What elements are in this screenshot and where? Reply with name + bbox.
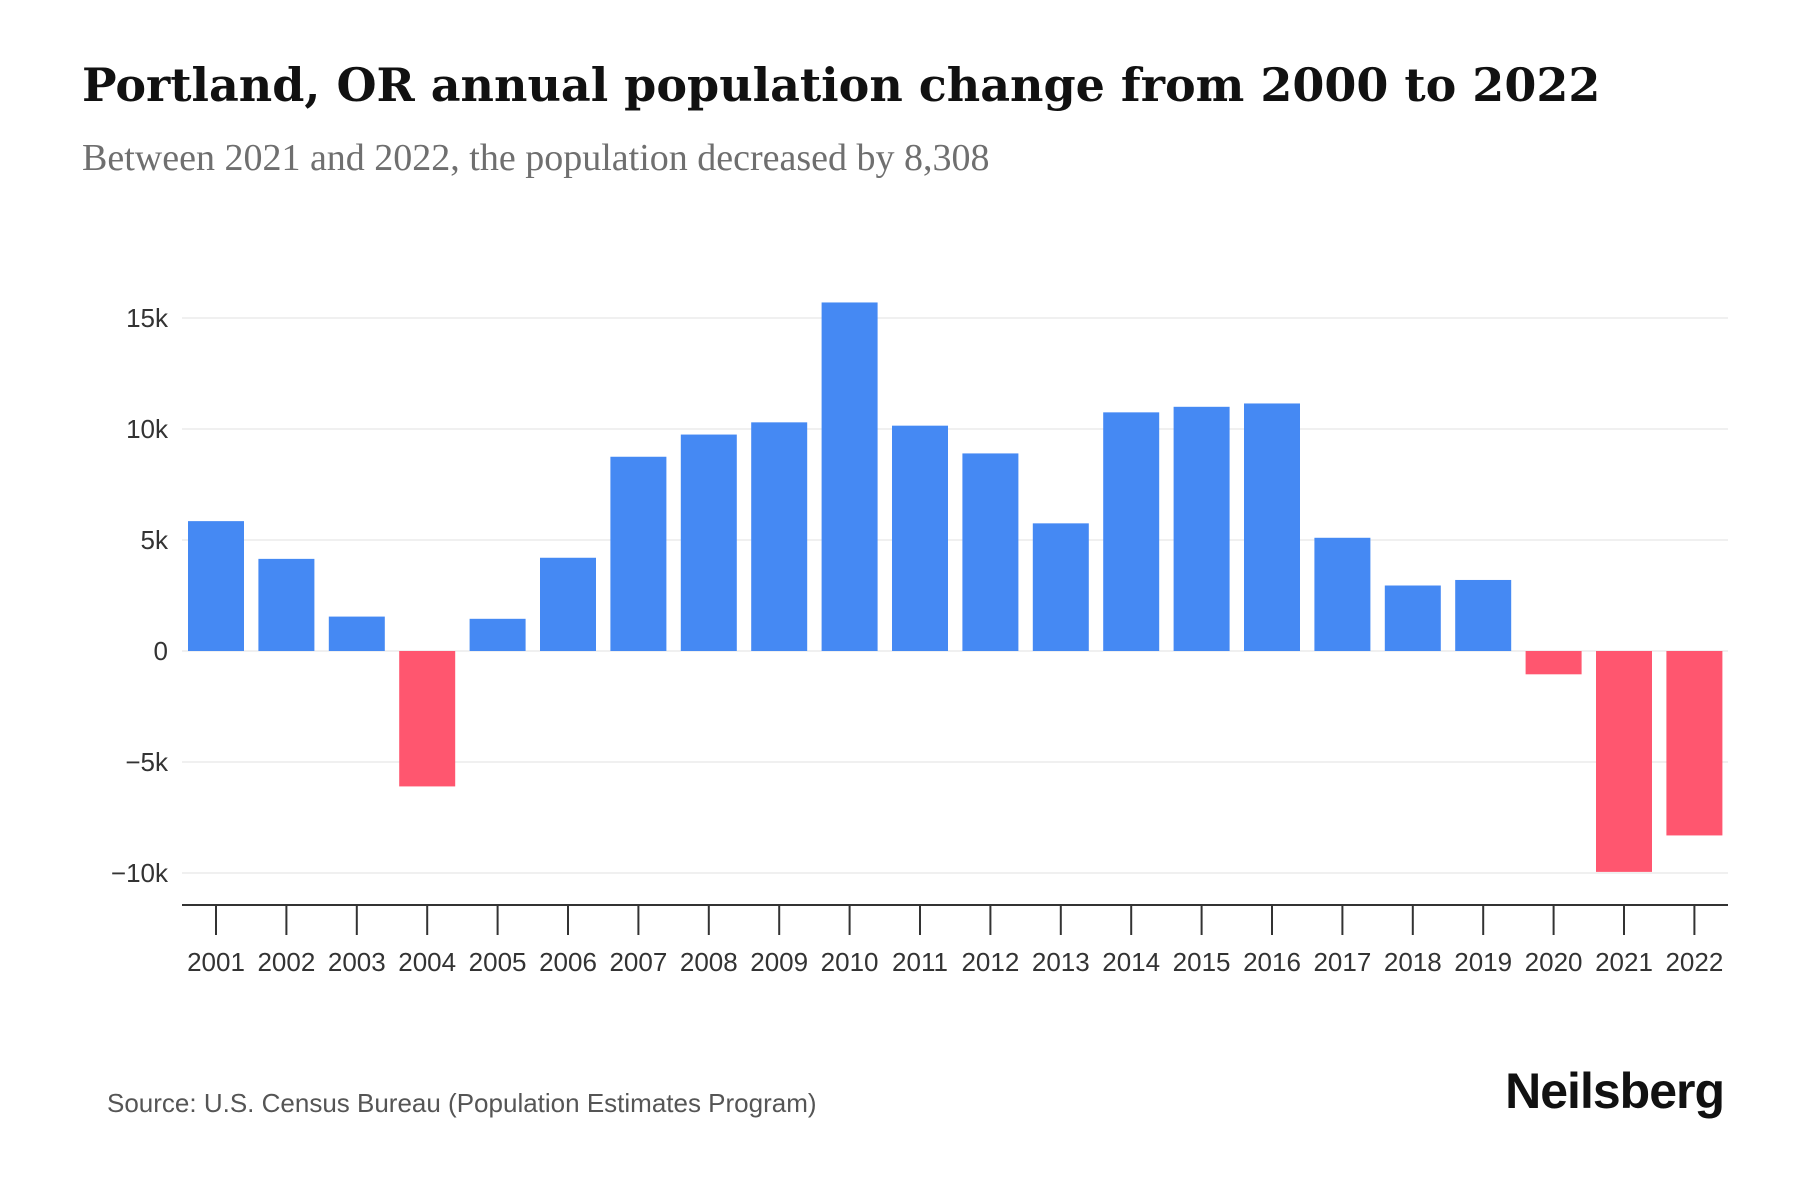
x-tick-label-2006: 2006 [539,947,597,977]
bar-2020[interactable] [1525,651,1582,675]
brand-logo[interactable]: Neilsberg [1505,1063,1725,1119]
y-tick-label: 15k [126,303,169,333]
bar-2017[interactable] [1314,537,1371,651]
bar-2004[interactable] [399,651,456,787]
bar-2021[interactable] [1596,651,1652,872]
chart-title: Portland, OR annual population change fr… [82,58,1601,112]
bar-2012[interactable] [962,453,1019,651]
x-tick-label-2021: 2021 [1595,947,1653,977]
y-tick-label: 0 [154,636,168,666]
x-tick-label-2013: 2013 [1032,947,1090,977]
bar-2013[interactable] [1032,523,1089,651]
bar-2007[interactable] [610,456,667,651]
x-tick-label-2001: 2001 [187,947,245,977]
bar-2022[interactable] [1666,651,1723,836]
chart-subtitle: Between 2021 and 2022, the population de… [82,137,990,179]
bar-2001[interactable] [188,521,244,651]
y-tick-label: 5k [141,525,169,555]
x-tick-label-2002: 2002 [257,947,315,977]
x-tick-label-2015: 2015 [1173,947,1231,977]
x-tick-label-2010: 2010 [821,947,879,977]
bar-2005[interactable] [469,618,526,651]
x-tick-label-2022: 2022 [1665,947,1723,977]
x-tick-label-2008: 2008 [680,947,738,977]
bar-2002[interactable] [258,558,315,651]
bar-2014[interactable] [1103,412,1160,651]
x-tick-label-2017: 2017 [1313,947,1371,977]
x-tick-label-2003: 2003 [328,947,386,977]
x-tick-label-2012: 2012 [961,947,1019,977]
x-tick-label-2011: 2011 [892,947,948,977]
y-tick-label: 10k [126,414,169,444]
x-tick-label-2009: 2009 [750,947,808,977]
bar-2006[interactable] [540,557,596,651]
y-tick-label: −5k [125,747,169,777]
bar-2010[interactable] [821,302,878,651]
x-tick-label-2014: 2014 [1102,947,1160,977]
bar-2016[interactable] [1244,403,1300,651]
bar-2018[interactable] [1384,585,1441,651]
x-tick-label-2019: 2019 [1454,947,1512,977]
bar-2009[interactable] [751,422,808,651]
x-tick-label-2007: 2007 [609,947,667,977]
x-tick-label-2018: 2018 [1384,947,1442,977]
bar-2019[interactable] [1455,579,1512,651]
x-tick-label-2016: 2016 [1243,947,1301,977]
bar-2011[interactable] [892,425,948,651]
x-tick-label-2004: 2004 [398,947,456,977]
bar-2003[interactable] [328,616,385,651]
bar-2008[interactable] [680,434,737,651]
y-tick-label: −10k [111,858,169,888]
bar-2015[interactable] [1173,406,1230,651]
source-note: Source: U.S. Census Bureau (Population E… [107,1088,817,1118]
x-tick-label-2020: 2020 [1525,947,1583,977]
x-tick-label-2005: 2005 [469,947,527,977]
